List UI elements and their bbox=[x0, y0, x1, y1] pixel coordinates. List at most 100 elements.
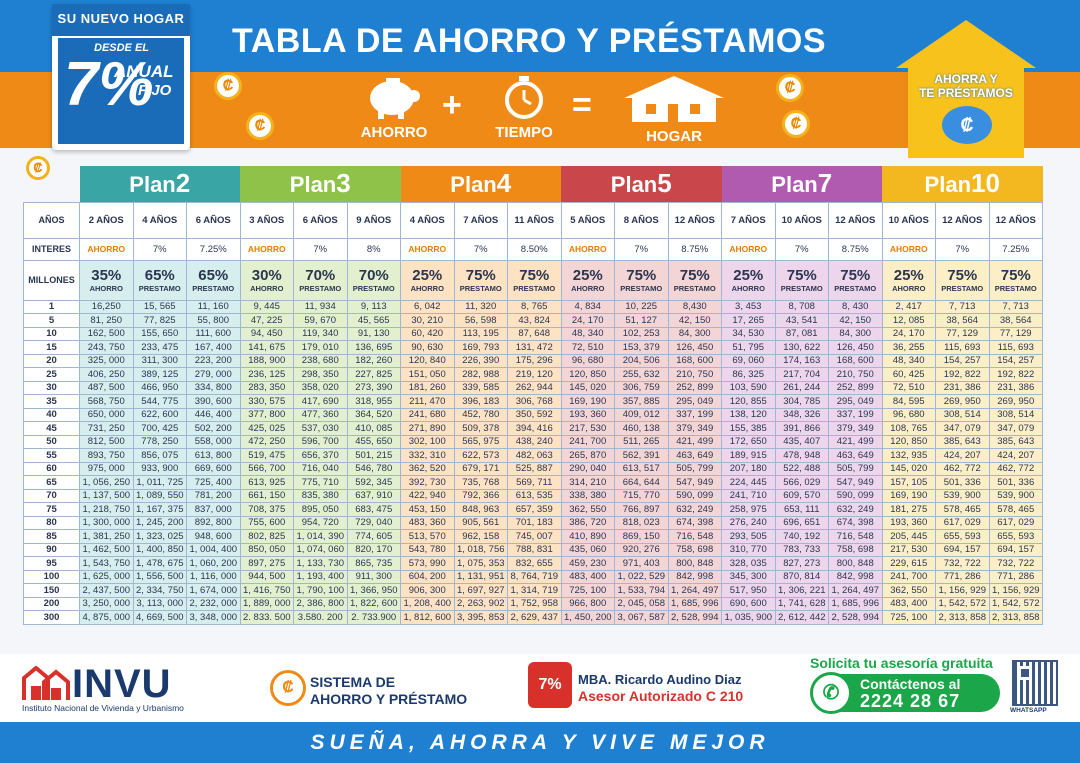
plan-5-header: Plan5 bbox=[561, 166, 722, 202]
interest-cell: 7.25% bbox=[186, 237, 241, 261]
value-cell: 1, 167, 375 bbox=[132, 502, 187, 517]
value-cell: 84, 300 bbox=[828, 326, 883, 341]
value-cell: 347, 079 bbox=[988, 421, 1043, 436]
value-cell: 1, 300, 000 bbox=[79, 515, 134, 530]
value-cell: 167, 400 bbox=[186, 340, 241, 355]
value-cell: 394, 416 bbox=[507, 421, 562, 436]
value-cell: 421, 499 bbox=[828, 434, 883, 449]
value-cell: 1, 004, 400 bbox=[186, 542, 241, 557]
slogan: SUEÑA, AHORRA Y VIVE MEJOR bbox=[0, 722, 1080, 763]
whatsapp-contact-button[interactable]: ✆ Contáctenos al 2224 28 67 bbox=[810, 672, 1000, 714]
equation-hogar-label: HOGAR bbox=[646, 128, 702, 145]
value-cell: 1, 400, 850 bbox=[132, 542, 187, 557]
table-row: 45 731, 250 700, 425 502, 200 425, 025 537, 0… bbox=[23, 421, 1043, 436]
value-cell: 189, 915 bbox=[721, 448, 776, 463]
value-cell: 438, 240 bbox=[507, 434, 562, 449]
value-cell: 2, 334, 750 bbox=[132, 583, 187, 598]
value-cell: 226, 390 bbox=[453, 353, 508, 368]
interest-row: INTERES AHORRO 7% 7.25% AHORRO 7% 8% AHORRO 7% 8.… bbox=[23, 237, 1043, 261]
value-cell: 3.580. 200 bbox=[293, 610, 348, 625]
table-row: 95 1, 543, 750 1, 478, 675 1, 060, 200 897, … bbox=[23, 556, 1043, 571]
value-cell: 24, 170 bbox=[560, 313, 615, 328]
value-cell: 558, 000 bbox=[186, 434, 241, 449]
stopwatch-icon bbox=[505, 76, 543, 119]
value-cell: 3, 250, 000 bbox=[79, 596, 134, 611]
value-cell: 255, 632 bbox=[614, 367, 669, 382]
advisor-role: Asesor Autorizado C 210 bbox=[578, 688, 744, 704]
value-cell: 690, 600 bbox=[721, 596, 776, 611]
value-cell: 664, 644 bbox=[614, 475, 669, 490]
value-cell: 655, 593 bbox=[988, 529, 1043, 544]
value-cell: 115, 693 bbox=[935, 340, 990, 355]
percent-value: 75% bbox=[626, 266, 657, 284]
plan-7-header: Plan7 bbox=[721, 166, 882, 202]
value-cell: 9, 113 bbox=[346, 299, 401, 314]
value-cell: 241, 680 bbox=[400, 407, 455, 422]
percent-kind: AHORRO bbox=[410, 283, 444, 293]
value-cell: 406, 250 bbox=[79, 367, 134, 382]
value-cell: 252, 899 bbox=[667, 380, 722, 395]
value-cell: 120, 855 bbox=[721, 394, 776, 409]
percent-cell: 65% PRESTAMO bbox=[186, 259, 241, 301]
row-label-anos: AÑOS bbox=[23, 201, 80, 239]
value-cell: 279, 000 bbox=[186, 367, 241, 382]
value-cell: 453, 150 bbox=[400, 502, 455, 517]
value-cell: 893, 750 bbox=[79, 448, 134, 463]
value-cell: 501, 215 bbox=[346, 448, 401, 463]
value-cell: 217, 530 bbox=[881, 542, 936, 557]
value-cell: 1, 264, 497 bbox=[667, 583, 722, 598]
value-cell: 81, 250 bbox=[79, 313, 134, 328]
value-cell: 632, 249 bbox=[667, 502, 722, 517]
amount-cell: 300 bbox=[23, 610, 80, 625]
sistema-line2: AHORRO Y PRÉSTAMO bbox=[310, 691, 468, 707]
value-cell: 1, 218, 750 bbox=[79, 502, 134, 517]
value-cell: 36, 255 bbox=[881, 340, 936, 355]
value-cell: 261, 244 bbox=[774, 380, 829, 395]
value-cell: 1, 133, 730 bbox=[293, 556, 348, 571]
value-cell: 783, 733 bbox=[774, 542, 829, 557]
value-cell: 683, 475 bbox=[346, 502, 401, 517]
qr-label: WHATSAPP bbox=[1010, 707, 1047, 714]
years-cell: 12 AÑOS bbox=[667, 201, 722, 239]
plan-word: Plan bbox=[450, 172, 497, 198]
value-cell: 77, 129 bbox=[988, 326, 1043, 341]
years-cell: 11 AÑOS bbox=[507, 201, 562, 239]
value-cell: 172, 650 bbox=[721, 434, 776, 449]
value-cell: 1, 264, 497 bbox=[828, 583, 883, 598]
value-cell: 304, 785 bbox=[774, 394, 829, 409]
colon-coin-icon: ₡ bbox=[782, 110, 810, 138]
value-cell: 241, 700 bbox=[560, 434, 615, 449]
qr-code-icon[interactable] bbox=[1012, 660, 1058, 706]
value-cell: 604, 200 bbox=[400, 569, 455, 584]
value-cell: 409, 012 bbox=[614, 407, 669, 422]
value-cell: 223, 200 bbox=[186, 353, 241, 368]
table-row: 90 1, 462, 500 1, 400, 850 1, 004, 400 850, … bbox=[23, 542, 1043, 557]
interest-cell: 7% bbox=[453, 237, 508, 261]
percent-cell: 75% PRESTAMO bbox=[667, 259, 722, 301]
value-cell: 385, 643 bbox=[988, 434, 1043, 449]
percent-value: 75% bbox=[786, 266, 817, 284]
house-icon bbox=[624, 76, 724, 122]
badge-house-body: AHORRA Y TE PRÉSTAMOS ₡ bbox=[908, 66, 1024, 158]
amount-cell: 10 bbox=[23, 326, 80, 341]
plan-word: Plan bbox=[924, 172, 972, 198]
value-cell: 462, 772 bbox=[935, 461, 990, 476]
value-cell: 505, 799 bbox=[667, 461, 722, 476]
value-cell: 207, 180 bbox=[721, 461, 776, 476]
plan-number: 4 bbox=[496, 168, 512, 199]
value-cell: 269, 950 bbox=[988, 394, 1043, 409]
equation-tiempo: TIEMPO bbox=[484, 74, 564, 141]
phone-number[interactable]: 2224 28 67 bbox=[860, 691, 961, 711]
value-cell: 102, 253 bbox=[614, 326, 669, 341]
value-cell: 525, 887 bbox=[507, 461, 562, 476]
plan-number: 7 bbox=[817, 168, 833, 199]
value-cell: 238, 680 bbox=[293, 353, 348, 368]
value-cell: 236, 125 bbox=[239, 367, 294, 382]
value-cell: 617, 029 bbox=[988, 515, 1043, 530]
table-row: 100 1, 625, 000 1, 556, 500 1, 116, 000 944,… bbox=[23, 569, 1043, 584]
invu-name: INVU bbox=[72, 662, 172, 706]
value-cell: 1, 056, 250 bbox=[79, 475, 134, 490]
value-cell: 2, 263, 902 bbox=[453, 596, 508, 611]
value-cell: 1, 542, 572 bbox=[988, 596, 1043, 611]
plan-word: Plan bbox=[129, 172, 176, 198]
